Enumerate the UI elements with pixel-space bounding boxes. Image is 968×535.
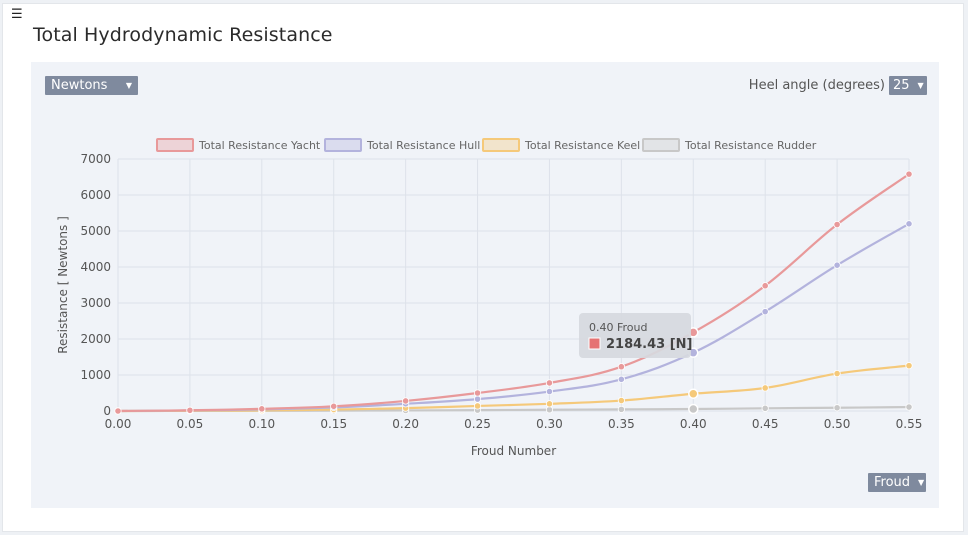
heel-angle-value: 25 bbox=[893, 78, 910, 93]
page-title: Total Hydrodynamic Resistance bbox=[33, 24, 333, 46]
caret-down-icon: ▼ bbox=[918, 478, 925, 487]
chart-panel: Newtons ▼ Heel angle (degrees) 25 ▼ Frou… bbox=[31, 62, 939, 508]
chart-card: ☰ Total Hydrodynamic Resistance Newtons … bbox=[2, 3, 964, 532]
x-axis-dropdown[interactable]: Froud ▼ bbox=[868, 473, 926, 492]
units-dropdown-value: Newtons bbox=[51, 78, 108, 93]
units-dropdown[interactable]: Newtons ▼ bbox=[45, 76, 138, 95]
hamburger-icon[interactable]: ☰ bbox=[11, 7, 23, 22]
caret-down-icon: ▼ bbox=[125, 81, 132, 90]
heel-control: Heel angle (degrees) 25 ▼ bbox=[749, 76, 927, 95]
caret-down-icon: ▼ bbox=[917, 81, 924, 90]
x-axis-dropdown-value: Froud bbox=[874, 475, 911, 490]
heel-angle-dropdown[interactable]: 25 ▼ bbox=[889, 76, 927, 95]
heel-angle-label: Heel angle (degrees) bbox=[748, 78, 885, 93]
